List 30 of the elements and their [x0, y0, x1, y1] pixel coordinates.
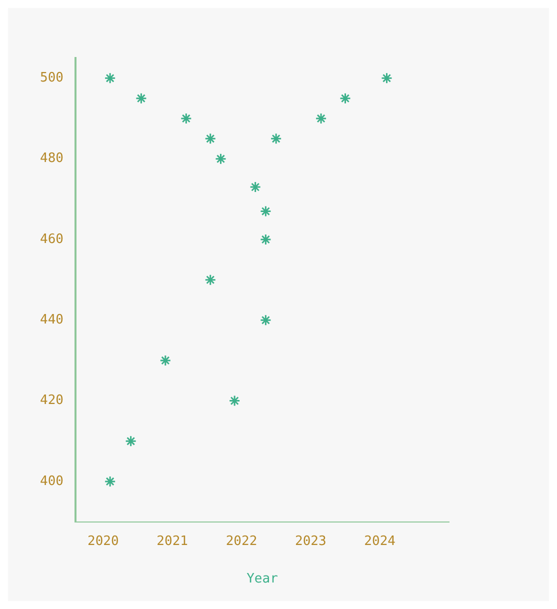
- y-tick-label: 500: [40, 70, 64, 86]
- point: [260, 234, 272, 246]
- point: [260, 314, 272, 326]
- x-tick-label: 2021: [156, 534, 188, 549]
- x-axis-title: Year: [246, 572, 278, 587]
- point: [315, 112, 327, 124]
- point: [104, 72, 116, 84]
- point: [339, 92, 351, 104]
- point: [204, 274, 216, 286]
- y-tick-label: 460: [40, 232, 64, 247]
- y-tick-label: 420: [40, 393, 64, 408]
- point: [260, 206, 272, 218]
- x-tick-label: 2022: [226, 534, 258, 549]
- point: [380, 72, 392, 84]
- point: [160, 354, 172, 366]
- point: [204, 132, 216, 144]
- y-tick-label: 440: [40, 312, 64, 328]
- point: [270, 132, 282, 144]
- x-tick-label: 2023: [295, 534, 326, 549]
- x-tick-label: 2024: [364, 534, 396, 549]
- point: [125, 435, 137, 447]
- point: [180, 112, 192, 124]
- y-tick-label: 400: [40, 474, 64, 489]
- point: [214, 153, 226, 165]
- point: [104, 476, 116, 488]
- y-tick-label: 480: [40, 151, 64, 166]
- point: [250, 181, 262, 193]
- x-tick-label: 2020: [87, 534, 119, 549]
- point: [135, 92, 147, 104]
- point: [228, 395, 240, 407]
